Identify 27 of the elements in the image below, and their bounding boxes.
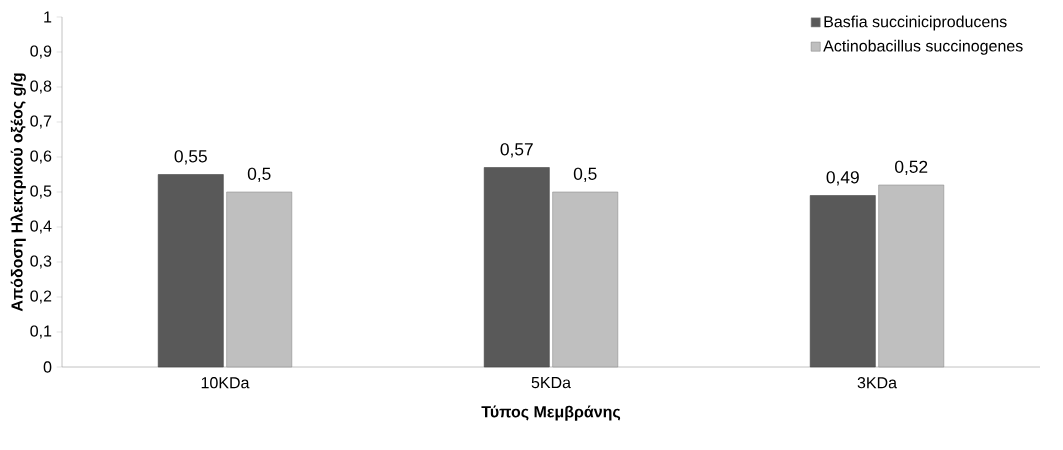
x-tick-label: 3KDa <box>857 377 897 389</box>
bar <box>809 195 876 368</box>
y-tick-label: 0,2 <box>30 290 52 304</box>
x-tick-label: 5KDa <box>531 377 571 389</box>
y-tick-label: 0,6 <box>30 150 52 164</box>
y-tick-label: 0,5 <box>30 185 52 199</box>
legend-label: Basfia succiniciproducens <box>824 15 1007 31</box>
y-tick-label: 0,9 <box>30 45 52 59</box>
data-label: 0,5 <box>247 167 271 182</box>
y-tick-label: 0,3 <box>30 255 52 269</box>
data-label: 0,49 <box>826 171 859 186</box>
data-label: 0,52 <box>895 160 928 175</box>
bar <box>157 174 224 368</box>
data-label: 0,5 <box>573 167 597 182</box>
y-tick-label: 0,8 <box>30 80 52 94</box>
data-label: 0,55 <box>174 150 207 165</box>
x-tick-label: 10KDa <box>201 377 250 389</box>
y-tick-label: 0,1 <box>30 325 52 339</box>
data-label: 0,57 <box>500 143 533 158</box>
y-axis-title: Απόδοση Ηλεκτρικού οξέος g/g <box>10 73 26 312</box>
bar <box>483 167 550 368</box>
y-tick-label: 0,7 <box>30 115 52 129</box>
legend-label: Actinobacillus succinogenes <box>823 39 1023 55</box>
y-tick-label: 0,4 <box>30 220 52 234</box>
x-axis-title: Τύπος Μεμβράνης <box>481 405 621 421</box>
y-tick-label: 0 <box>43 361 52 373</box>
y-tick-label: 1 <box>44 11 52 23</box>
